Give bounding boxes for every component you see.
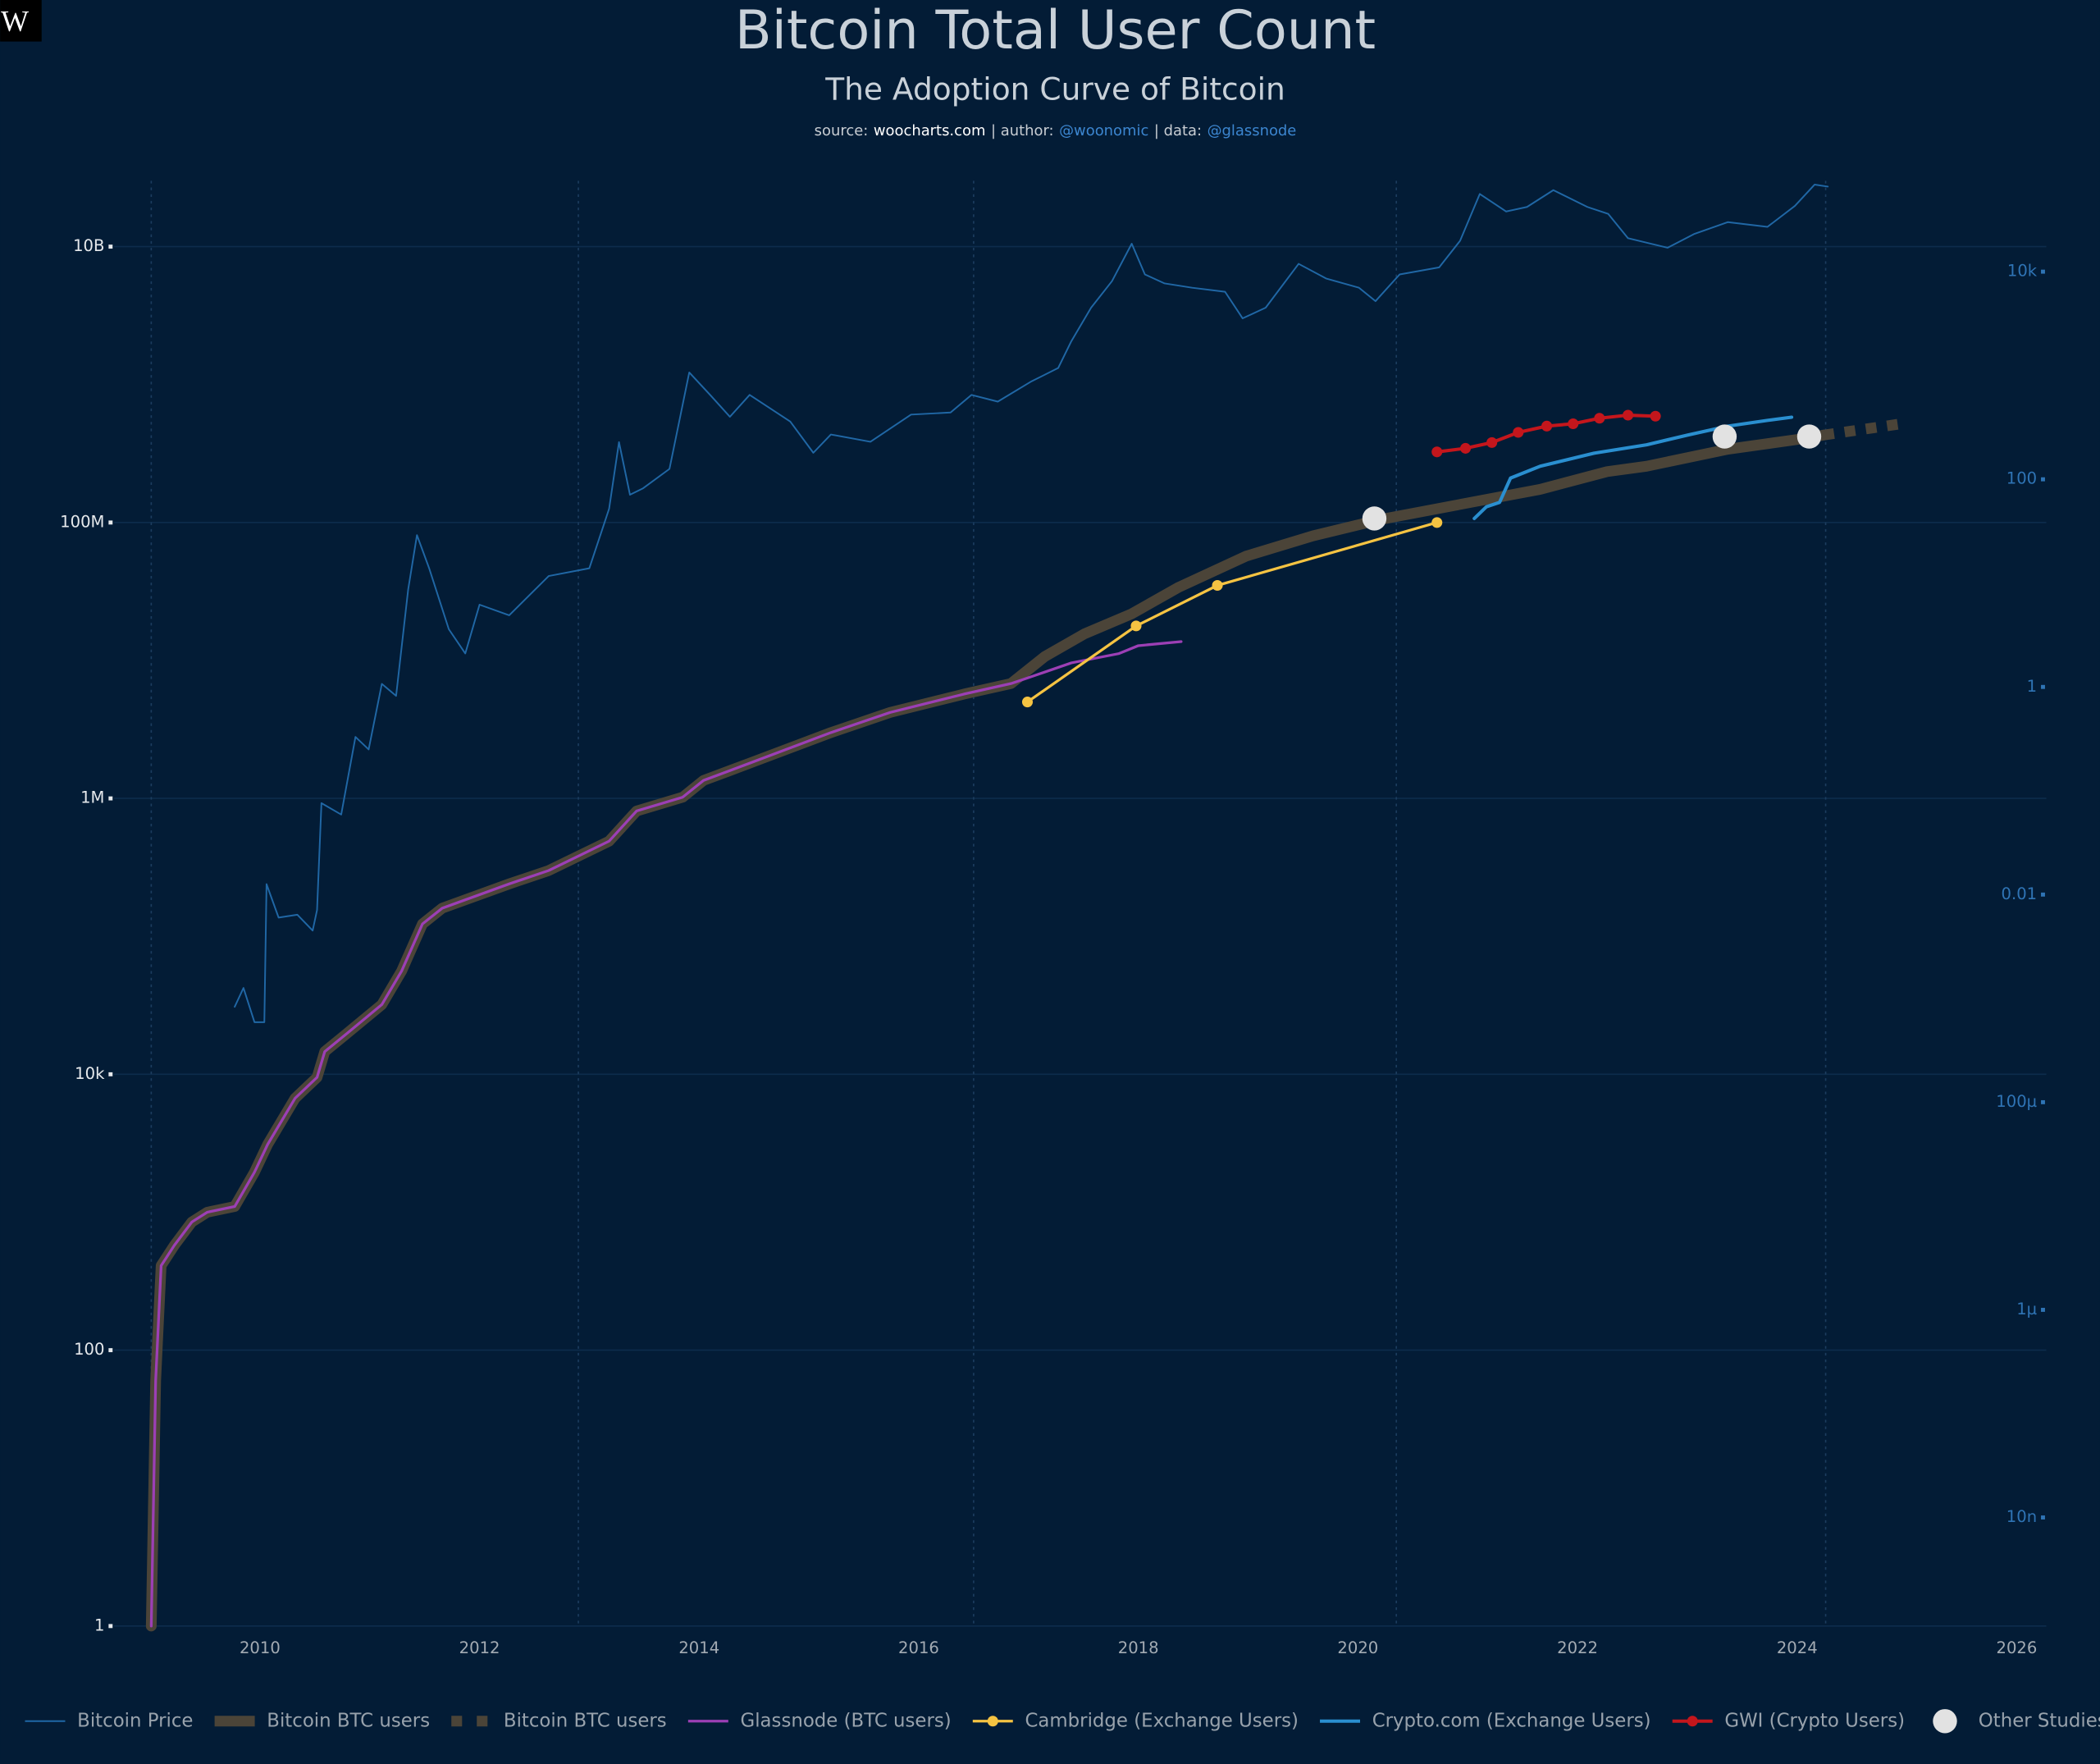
series-marker [1623, 409, 1634, 421]
series-marker [1486, 436, 1498, 448]
logo-box [0, 0, 42, 42]
y2-tick-mark [2041, 1515, 2045, 1520]
legend-item: GWI (Crypto Users) [1672, 1710, 1905, 1731]
legend-item: Glassnode (BTC users) [687, 1710, 952, 1731]
series-marker [1594, 413, 1605, 424]
y-tick-mark [108, 244, 113, 249]
series-line [234, 183, 1829, 1023]
y2-tick-label: 100 [2006, 469, 2037, 488]
logo: W [1, 5, 29, 38]
x-tick-label: 2018 [1118, 1638, 1159, 1657]
y2-tick-label: 1 [2027, 677, 2037, 696]
legend-label: Glassnode (BTC users) [741, 1710, 952, 1731]
x-tick-label: 2010 [240, 1638, 281, 1657]
series-marker [1513, 427, 1524, 438]
legend-item: Cambridge (Exchange Users) [972, 1710, 1299, 1731]
legend-symbol [1687, 1716, 1698, 1727]
source-part: woocharts.com [874, 122, 986, 139]
y2-tick-label: 10n [2006, 1507, 2037, 1526]
legend-label: Crypto.com (Exchange Users) [1372, 1710, 1651, 1731]
y-tick-mark [108, 1624, 113, 1629]
legend-item: Other Studies [1933, 1709, 2100, 1734]
source-part: @glassnode [1208, 122, 1297, 139]
series-marker [1021, 697, 1034, 708]
series-line [149, 640, 1183, 1628]
series-marker [1460, 442, 1472, 454]
series-marker [1541, 420, 1553, 432]
x-tick-label: 2016 [898, 1638, 939, 1657]
y-tick-label: 100M [60, 512, 104, 531]
x-tick-label: 2014 [678, 1638, 719, 1657]
y2-tick-mark [2041, 1099, 2045, 1104]
source-part: | data: [1154, 122, 1202, 139]
y2-tick-mark [2041, 269, 2045, 274]
legend-label: Bitcoin BTC users [504, 1710, 667, 1731]
legend-symbol [1933, 1709, 1957, 1734]
chart-subtitle: The Adoption Curve of Bitcoin [824, 71, 1285, 107]
legend: Bitcoin Price Bitcoin BTC users Bitcoin BT… [25, 1709, 2100, 1734]
series-line [1472, 415, 1794, 520]
legend-item: Bitcoin BTC users [451, 1710, 667, 1731]
source-part: source: [815, 122, 869, 139]
series-line [1822, 418, 1902, 441]
series-marker [1130, 620, 1142, 632]
x-tick-label: 2022 [1557, 1638, 1598, 1657]
legend-item: Crypto.com (Exchange Users) [1320, 1710, 1651, 1731]
y-tick-mark [108, 1348, 113, 1353]
legend-item: Bitcoin BTC users [214, 1710, 430, 1731]
y-tick-mark [108, 1072, 113, 1076]
legend-label: Bitcoin BTC users [267, 1710, 430, 1731]
source-part: @woonomic [1059, 122, 1148, 139]
y-tick-mark [108, 520, 113, 525]
series-marker [1712, 424, 1737, 449]
source-line: source: woocharts.com | author: @woonomic | … [815, 122, 1297, 139]
series-line [1025, 521, 1439, 704]
series-marker [1796, 424, 1822, 449]
y-tick-label: 100 [74, 1340, 104, 1359]
series-marker [1650, 410, 1661, 422]
y2-tick-mark [2041, 684, 2045, 689]
series-marker [1212, 579, 1223, 592]
legend-label: Bitcoin Price [77, 1710, 193, 1731]
y-tick-mark [108, 796, 113, 801]
series-marker [1568, 418, 1579, 430]
y2-tick-mark [2041, 892, 2045, 897]
x-tick-label: 2020 [1337, 1638, 1378, 1657]
x-tick-label: 2024 [1777, 1638, 1818, 1657]
y-tick-label: 10k [75, 1064, 105, 1083]
legend-item: Bitcoin Price [25, 1710, 193, 1731]
legend-label: Other Studies [1979, 1710, 2100, 1731]
series-marker [1362, 506, 1387, 531]
series-marker [1431, 517, 1443, 528]
y-tick-label: 10B [73, 236, 104, 255]
series-marker [1431, 446, 1443, 458]
y2-tick-mark [2041, 477, 2045, 482]
y-tick-label: 1M [80, 788, 104, 807]
y2-tick-label: 0.01 [2002, 884, 2038, 903]
legend-symbol [987, 1716, 998, 1727]
chart-title: Bitcoin Total User Count [735, 0, 1376, 62]
x-tick-label: 2012 [459, 1638, 500, 1657]
y2-tick-label: 10k [2007, 262, 2038, 281]
y2-tick-mark [2041, 1308, 2045, 1312]
y2-tick-label: 100µ [1996, 1092, 2037, 1111]
y-tick-label: 1 [94, 1615, 104, 1634]
y2-tick-label: 1µ [2016, 1300, 2037, 1318]
legend-label: GWI (Crypto Users) [1724, 1710, 1905, 1731]
x-tick-label: 2026 [1997, 1638, 2038, 1657]
source-part: | author: [991, 122, 1054, 139]
legend-label: Cambridge (Exchange Users) [1025, 1710, 1298, 1731]
